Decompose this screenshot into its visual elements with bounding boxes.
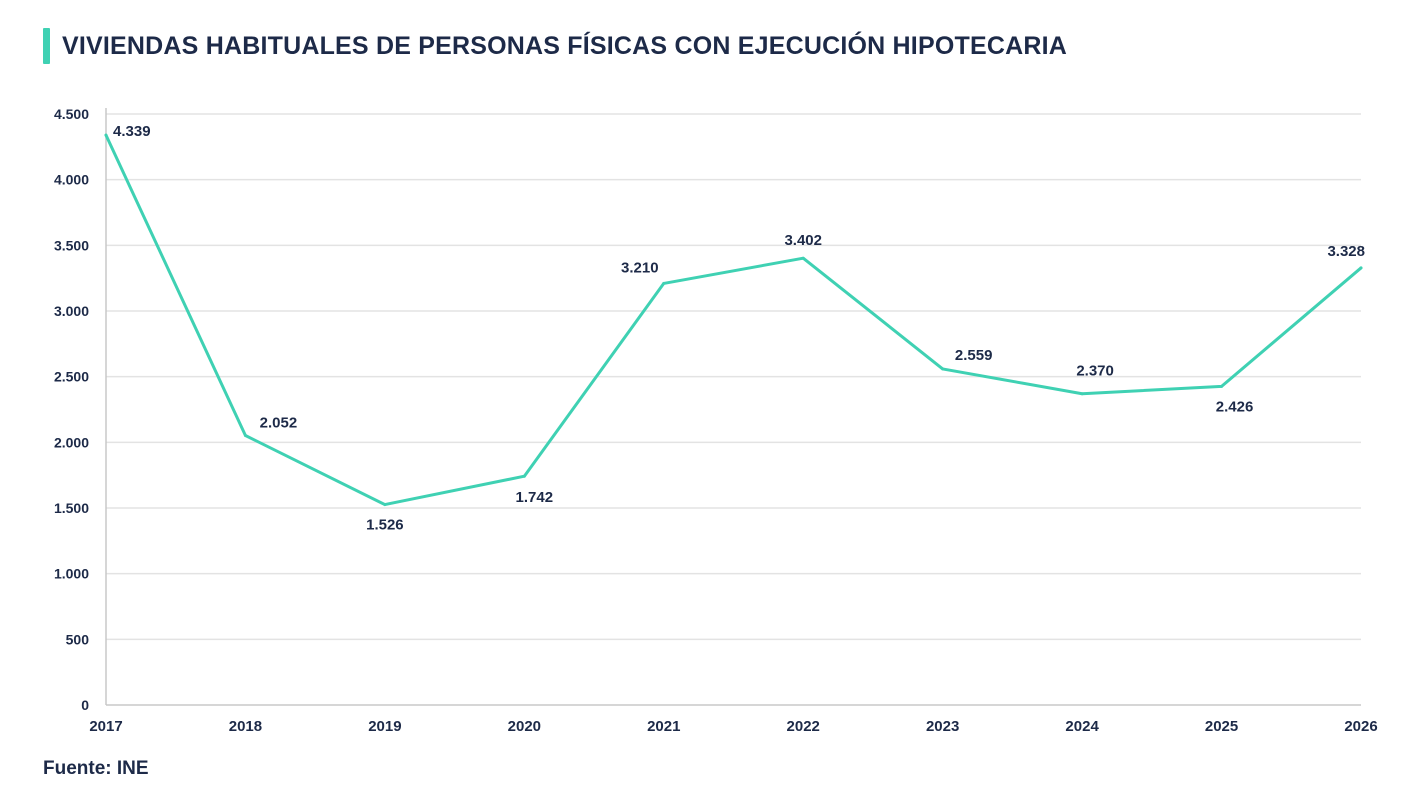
data-point (801, 256, 805, 260)
x-tick-label: 2024 (1065, 718, 1099, 735)
x-tick-label: 2021 (647, 718, 680, 735)
y-tick-label: 0 (81, 697, 89, 713)
x-tick-label: 2025 (1205, 718, 1238, 735)
data-label: 4.339 (113, 123, 151, 140)
x-tick-label: 2020 (508, 718, 541, 735)
data-label: 1.742 (516, 489, 554, 506)
data-label: 2.052 (260, 415, 298, 432)
data-point (662, 281, 666, 285)
x-tick-label: 2023 (926, 718, 959, 735)
y-tick-label: 500 (66, 631, 90, 647)
x-tick-label: 2019 (368, 718, 401, 735)
data-point (1080, 392, 1084, 396)
data-label: 1.526 (366, 517, 404, 534)
x-tick-label: 2026 (1344, 718, 1377, 735)
y-tick-label: 4.000 (54, 172, 89, 188)
data-label: 2.559 (955, 347, 993, 364)
data-point (941, 367, 945, 371)
data-label: 2.370 (1076, 363, 1114, 380)
y-tick-label: 2.000 (54, 434, 89, 450)
y-tick-label: 4.500 (54, 106, 89, 122)
y-tick-label: 1.000 (54, 566, 89, 582)
data-label: 2.426 (1216, 398, 1254, 415)
x-tick-label: 2018 (229, 718, 262, 735)
chart-title: VIVIENDAS HABITUALES DE PERSONAS FÍSICAS… (62, 32, 1067, 60)
data-point (1359, 266, 1363, 270)
data-point (243, 434, 247, 438)
y-tick-label: 2.500 (54, 369, 89, 385)
x-tick-label: 2022 (787, 718, 820, 735)
data-point (383, 503, 387, 507)
data-point (522, 474, 526, 478)
series-line (104, 133, 1363, 507)
y-tick-label: 1.500 (54, 500, 89, 516)
x-tick-label: 2017 (89, 718, 122, 735)
y-tick-label: 3.000 (54, 303, 89, 319)
data-point (104, 133, 108, 137)
data-point (1220, 384, 1224, 388)
data-label: 3.402 (784, 232, 822, 249)
source-note: Fuente: INE (43, 758, 149, 779)
title-accent-bar (43, 28, 50, 64)
data-label: 3.210 (621, 259, 659, 276)
data-label: 3.328 (1327, 243, 1365, 260)
y-tick-label: 3.500 (54, 237, 89, 253)
